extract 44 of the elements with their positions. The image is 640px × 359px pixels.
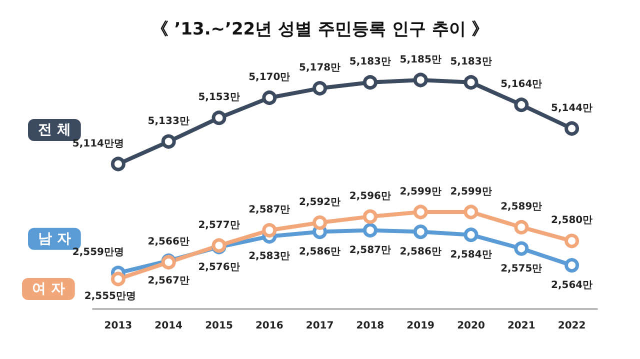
data-label: 2,576만 — [198, 262, 240, 273]
data-label: 2,580만 — [550, 215, 593, 226]
data-label: 2,587만 — [248, 204, 290, 216]
data-label: 2,592만 — [298, 196, 341, 208]
data-label: 2,596만 — [349, 190, 392, 202]
data-label: 5,114만명 — [72, 138, 124, 150]
data-label: 2,587만 — [349, 245, 392, 256]
data-label: 5,178만 — [298, 62, 341, 74]
data-label: 2,589만 — [500, 201, 542, 212]
text: 전 체 — [38, 122, 71, 138]
x-tick-label: 2021 — [507, 320, 536, 332]
x-tick-label: 2022 — [558, 320, 586, 332]
data-label: 2,555만명 — [84, 290, 136, 302]
data-label: 5,144만 — [550, 102, 593, 114]
data-label: 2,564만 — [550, 280, 593, 292]
data-label: 2,567만 — [148, 275, 190, 286]
data-label: 2,559만명 — [72, 247, 124, 258]
data-label: 2,577만 — [198, 220, 240, 231]
data-label: 2,586만 — [298, 246, 341, 258]
data-label: 2,599만 — [400, 186, 442, 198]
x-tick-label: 2017 — [306, 320, 334, 332]
x-tick-label: 2019 — [406, 320, 435, 332]
data-label: 5,164만 — [500, 79, 542, 90]
data-label: 2,566만 — [148, 236, 190, 248]
data-label: 5,153만 — [198, 92, 240, 104]
data-label: 2,586만 — [400, 246, 442, 258]
data-label: 2,583만 — [248, 251, 290, 262]
data-label: 5,185만 — [400, 54, 442, 66]
x-tick-label: 2014 — [154, 320, 183, 332]
data-label: 2,599만 — [450, 186, 492, 198]
data-label: 5,183만 — [450, 56, 492, 68]
x-tick-label: 2018 — [356, 320, 384, 332]
data-label: 5,170만 — [248, 72, 290, 83]
text: 여 자 — [32, 281, 65, 297]
text: 남 자 — [38, 230, 71, 247]
chart-title: 《 ’13.~’22년 성별 주민등록 인구 추이 》 — [151, 20, 489, 40]
x-tick-label: 2013 — [104, 320, 132, 332]
data-label: 5,183만 — [349, 56, 392, 68]
data-label: 5,133만 — [148, 116, 190, 127]
x-tick-label: 2015 — [205, 320, 233, 332]
data-label: 2,584만 — [450, 250, 492, 261]
x-tick-label: 2020 — [457, 320, 485, 332]
data-label: 2,575만 — [500, 263, 542, 274]
x-tick-label: 2016 — [255, 320, 284, 332]
